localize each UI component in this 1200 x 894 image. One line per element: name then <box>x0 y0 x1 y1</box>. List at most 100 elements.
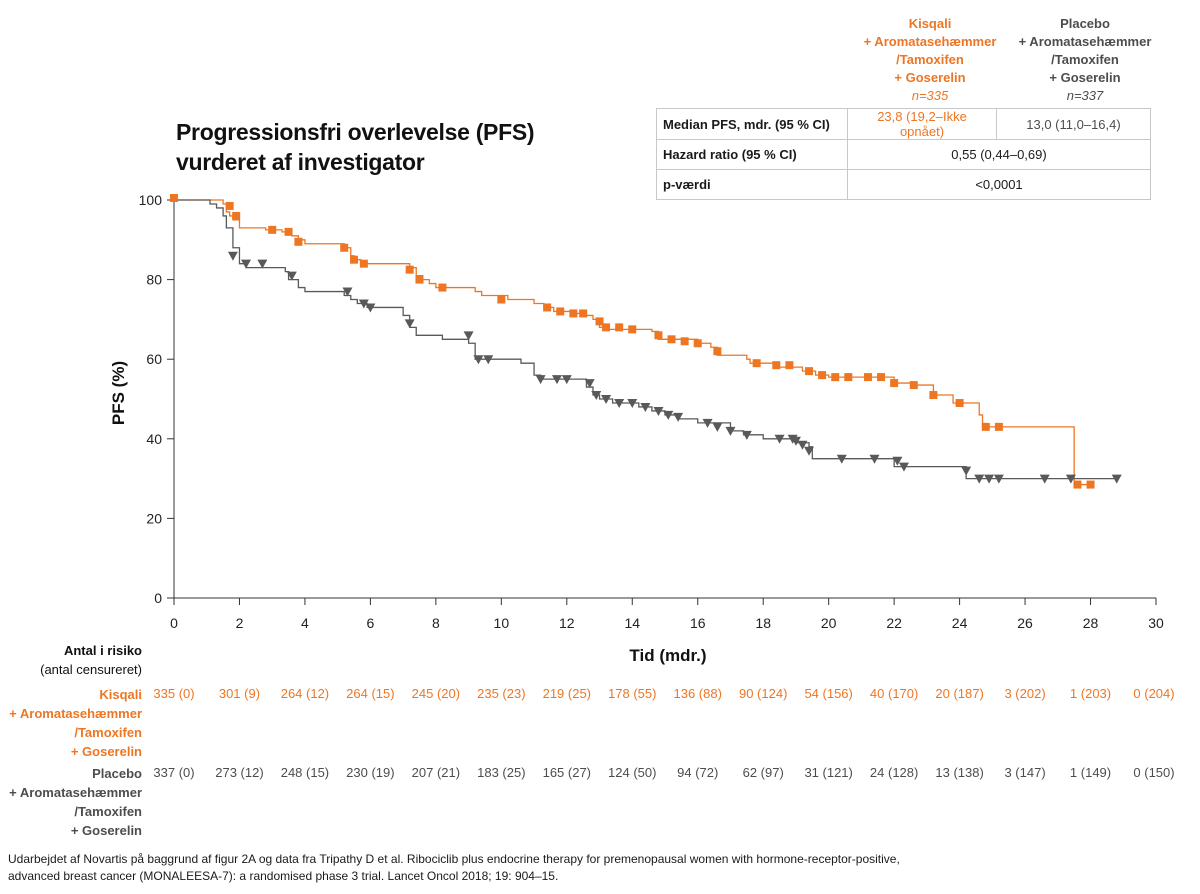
risk-kisqali-cell: 40 (170) <box>869 686 919 701</box>
stats-row-median: Median PFS, mdr. (95 % CI) 23,8 (19,2–Ik… <box>656 108 1151 140</box>
risk-kisqali-cell: 1 (203) <box>1069 686 1112 701</box>
placebo-censor-marker <box>473 355 484 365</box>
x-axis-label: Tid (mdr.) <box>629 646 706 665</box>
risk-placebo-cell: 183 (25) <box>477 765 526 780</box>
x-tick-label: 8 <box>432 615 440 631</box>
y-tick-label: 20 <box>146 510 162 526</box>
risk-kisqali-cell: 245 (20) <box>411 686 461 701</box>
risk-subheading-text: (antal censureret) <box>40 662 142 677</box>
kisqali-header-line: + Goserelin <box>894 70 966 85</box>
kisqali-censor-marker <box>405 265 414 274</box>
placebo-censor-marker <box>1065 474 1076 484</box>
x-tick-label: 2 <box>236 615 244 631</box>
kisqali-censor-marker <box>284 227 293 236</box>
kisqali-censor-marker <box>340 243 349 252</box>
stats-label: Hazard ratio (95 % CI) <box>656 139 848 170</box>
kisqali-censor-marker <box>785 361 794 370</box>
placebo-censor-marker <box>358 299 369 309</box>
placebo-censor-marker <box>898 462 909 472</box>
stats-kisqali-value: 23,8 (19,2–Ikke opnået) <box>847 108 997 140</box>
placebo-censor-marker <box>663 410 674 420</box>
y-tick-label: 60 <box>146 351 162 367</box>
risk-kisqali-cell: 90 (124) <box>738 686 788 701</box>
placebo-censor-marker <box>404 319 415 329</box>
placebo-censor-marker <box>1039 474 1050 484</box>
chart-title-line: Progressionsfri overlevelse (PFS) <box>176 119 535 145</box>
risk-placebo-label-line: + Goserelin <box>70 823 142 838</box>
chart-markers <box>170 194 1122 489</box>
risk-placebo-cell: 0 (150) <box>1133 765 1175 780</box>
kisqali-censor-marker <box>890 379 899 388</box>
footnote-line: Udarbejdet af Novartis på baggrund af fi… <box>8 852 900 866</box>
kisqali-censor-marker <box>556 307 565 316</box>
placebo-censor-marker <box>702 418 713 428</box>
kisqali-censor-marker <box>772 361 781 370</box>
placebo-header-line: + Aromatasehæmmer <box>1018 34 1152 49</box>
kisqali-censor-marker <box>595 317 604 326</box>
risk-placebo-label-line: /Tamoxifen <box>74 804 142 819</box>
kisqali-censor-marker <box>693 339 702 348</box>
kisqali-censor-marker <box>667 335 676 344</box>
chart-title: Progressionsfri overlevelse (PFS) vurder… <box>176 117 535 177</box>
chart-series <box>174 199 1118 486</box>
kisqali-censor-marker <box>350 255 359 264</box>
risk-kisqali-cell: 301 (9) <box>218 686 261 701</box>
placebo-censor-marker <box>627 398 638 408</box>
risk-placebo-cell: 24 (128) <box>869 765 919 780</box>
risk-placebo-cell: 3 (147) <box>1004 765 1046 780</box>
kisqali-censor-marker <box>654 331 663 340</box>
stats-label: Median PFS, mdr. (95 % CI) <box>656 108 848 140</box>
stats-placebo-value: 13,0 (11,0–16,4) <box>996 108 1151 140</box>
chart-title-line: vurderet af investigator <box>176 149 425 175</box>
kisqali-censor-marker <box>1073 480 1082 489</box>
placebo-censor-marker <box>286 271 297 281</box>
risk-kisqali-cell: 20 (187) <box>935 686 984 701</box>
kisqali-column-header: Kisqali + Aromatasehæmmer /Tamoxifen + G… <box>850 15 1010 105</box>
y-tick-label: 80 <box>146 272 162 288</box>
placebo-censor-marker <box>601 395 612 404</box>
placebo-censor-marker <box>365 303 376 313</box>
stats-row-pvalue: p-værdi <0,0001 <box>656 169 1151 200</box>
kisqali-censor-marker <box>569 309 578 318</box>
kisqali-censor-marker <box>863 373 872 382</box>
risk-placebo-cell: 1 (149) <box>1069 765 1112 780</box>
x-tick-label: 4 <box>301 615 309 631</box>
stats-shared-value: <0,0001 <box>847 169 1151 200</box>
stats-label: p-værdi <box>656 169 848 200</box>
kisqali-header-line: Kisqali <box>908 16 952 31</box>
kisqali-censor-marker <box>615 323 624 332</box>
risk-heading: Antal i risiko (antal censureret) <box>40 641 142 679</box>
placebo-censor-marker <box>974 474 985 484</box>
stats-table: Median PFS, mdr. (95 % CI) 23,8 (19,2–Ik… <box>656 108 1151 200</box>
risk-heading-text: Antal i risiko <box>63 643 142 658</box>
risk-kisqali-cell: 219 (25) <box>542 686 592 701</box>
kisqali-censor-marker <box>268 225 277 234</box>
kisqali-censor-marker <box>628 325 637 334</box>
placebo-n: n=337 <box>1066 88 1104 103</box>
kisqali-censor-marker <box>981 422 990 431</box>
risk-kisqali-cell: 178 (55) <box>608 686 657 701</box>
placebo-censor-marker <box>797 440 808 450</box>
kisqali-censor-marker <box>752 359 761 368</box>
placebo-censor-marker <box>227 251 238 261</box>
placebo-censor-marker <box>774 434 785 444</box>
risk-kisqali-row: 335 (0) 301 (9) 264 (12) 264 (15) 245 (20) 23… <box>0 686 1200 706</box>
kisqali-censor-marker <box>359 259 368 268</box>
placebo-censor-marker <box>961 466 972 476</box>
risk-kisqali-cell: 264 (12) <box>280 686 330 701</box>
kisqali-censor-marker <box>602 323 611 332</box>
placebo-censor-marker <box>712 422 723 432</box>
placebo-censor-marker <box>993 474 1004 484</box>
risk-placebo-cell: 13 (138) <box>935 765 984 780</box>
placebo-censor-marker <box>869 454 880 464</box>
risk-placebo-label-line: + Aromatasehæmmer <box>9 785 142 800</box>
kisqali-censor-marker <box>877 373 886 382</box>
kisqali-censor-marker <box>680 337 689 346</box>
kisqali-censor-marker <box>955 398 964 407</box>
placebo-censor-marker <box>551 375 562 385</box>
x-tick-label: 0 <box>170 615 178 631</box>
kisqali-censor-marker <box>909 381 918 390</box>
kisqali-censor-marker <box>994 422 1003 431</box>
placebo-survival-line <box>174 199 1118 481</box>
